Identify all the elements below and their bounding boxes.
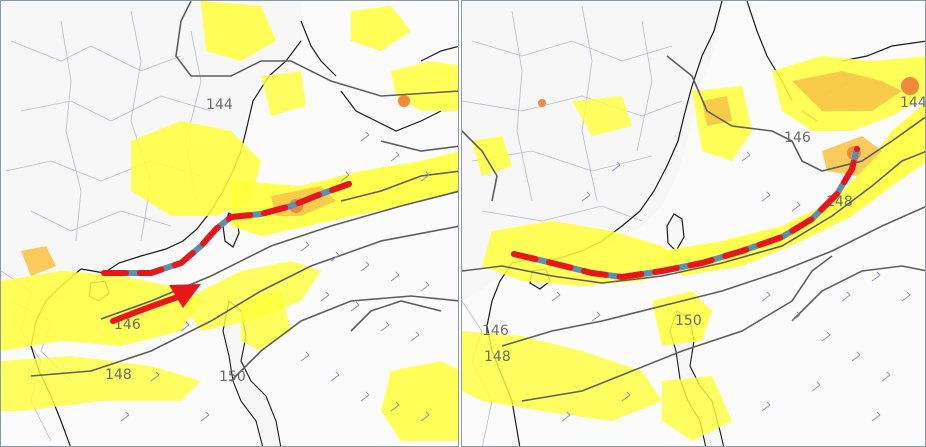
left-map-panel: 144 146 148 150 (0, 0, 459, 447)
precipitation-shading (1, 1, 458, 441)
height-contours (30, 1, 458, 382)
front-line-annotation (511, 146, 860, 281)
contour-label-148-bottom: 148 (484, 349, 511, 365)
wind-barbs (120, 131, 430, 422)
contour-label-144: 144 (206, 97, 233, 113)
korea-japan-coast (300, 20, 458, 132)
left-map-svg: 144 146 148 150 (1, 1, 458, 446)
taiwan-island (666, 213, 685, 252)
contour-label-146-top: 146 (784, 130, 811, 146)
contour-label-150: 150 (219, 369, 246, 385)
philippines-islands (222, 299, 282, 446)
contour-label-146-bottom: 146 (482, 323, 509, 339)
right-map-svg: 146 144 148 146 148 150 (462, 1, 926, 446)
contour-label-150: 150 (675, 313, 702, 329)
contour-label-144: 144 (900, 95, 926, 111)
flow-arrow (110, 284, 201, 324)
admin-borders (462, 5, 683, 446)
precipitation-shading (462, 56, 925, 441)
front-line-annotation (101, 181, 352, 276)
contour-label-148: 148 (105, 367, 132, 383)
wind-barbs (551, 151, 911, 422)
height-contours (462, 55, 925, 402)
right-map-panel: 146 144 148 146 148 150 (461, 0, 926, 447)
